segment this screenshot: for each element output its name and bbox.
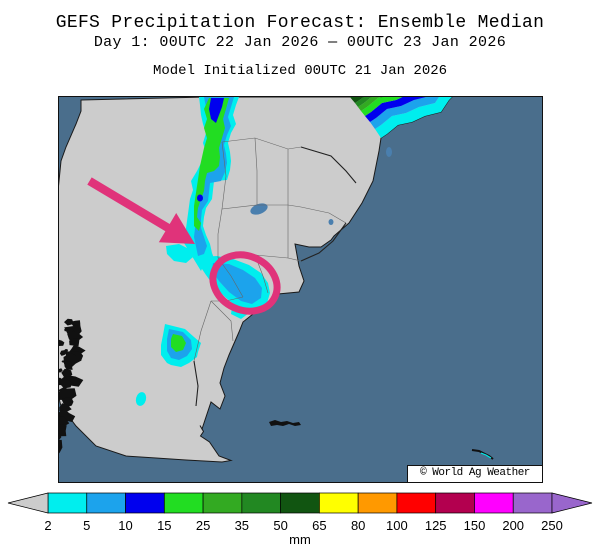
svg-text:mm: mm <box>289 532 311 547</box>
svg-text:2: 2 <box>44 518 51 533</box>
svg-text:200: 200 <box>502 518 524 533</box>
svg-text:65: 65 <box>312 518 326 533</box>
svg-text:5: 5 <box>83 518 90 533</box>
svg-text:15: 15 <box>157 518 171 533</box>
svg-text:35: 35 <box>235 518 249 533</box>
svg-text:10: 10 <box>118 518 132 533</box>
svg-text:100: 100 <box>386 518 408 533</box>
svg-text:50: 50 <box>273 518 287 533</box>
svg-text:80: 80 <box>351 518 365 533</box>
svg-text:125: 125 <box>425 518 447 533</box>
svg-text:250: 250 <box>541 518 563 533</box>
svg-text:25: 25 <box>196 518 210 533</box>
svg-text:150: 150 <box>464 518 486 533</box>
